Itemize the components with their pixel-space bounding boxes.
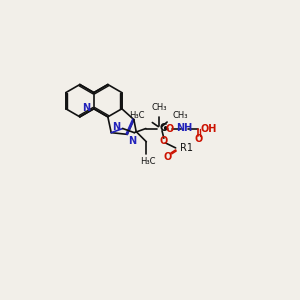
Text: N: N [128, 136, 136, 146]
Text: N: N [112, 122, 120, 132]
Text: O: O [164, 152, 172, 162]
Text: CH₃: CH₃ [172, 111, 188, 120]
Text: N: N [82, 103, 91, 113]
Text: C: C [159, 123, 167, 133]
Text: O: O [194, 134, 202, 144]
Text: CH₃: CH₃ [152, 103, 167, 112]
Text: OH: OH [201, 124, 217, 134]
Text: •: • [160, 123, 168, 136]
Text: H₃C: H₃C [140, 157, 155, 166]
Text: NH: NH [176, 123, 192, 133]
Text: O: O [166, 124, 174, 134]
Text: O: O [160, 136, 168, 146]
Text: R1: R1 [180, 143, 193, 153]
Text: H₃C: H₃C [129, 111, 145, 120]
